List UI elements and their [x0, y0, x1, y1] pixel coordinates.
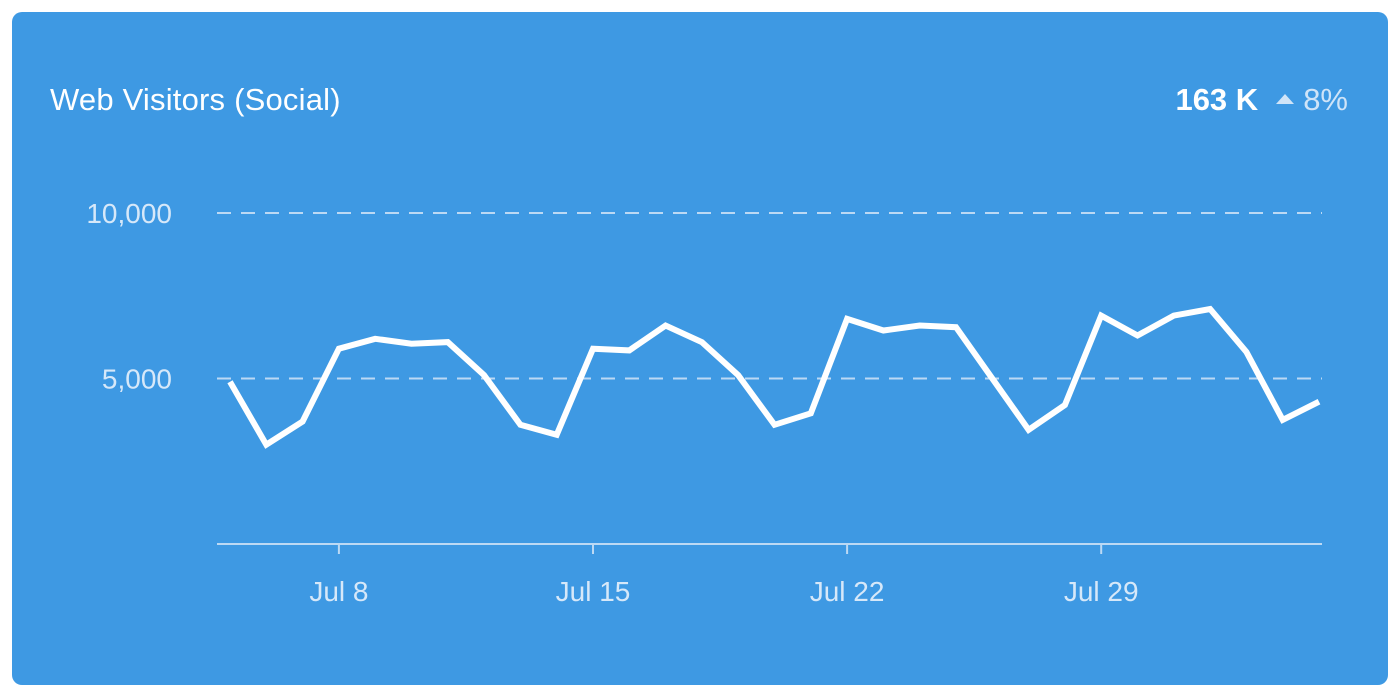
chart-card: Web Visitors (Social) 163 K 8% 5,000 10,0… — [12, 12, 1388, 685]
data-point — [517, 422, 523, 428]
x-tick-label: Jul 29 — [1064, 576, 1139, 607]
x-tick-label: Jul 15 — [556, 576, 631, 607]
series-layer — [227, 305, 1322, 449]
data-point — [699, 339, 705, 345]
y-tick-label: 10,000 — [86, 198, 172, 229]
data-point — [772, 422, 778, 428]
y-axis-labels: 5,000 10,000 — [86, 198, 172, 395]
data-point — [1026, 427, 1032, 433]
data-point — [844, 316, 850, 322]
kpi-value: 163 K — [1175, 82, 1259, 117]
data-point — [1207, 306, 1213, 312]
data-point — [336, 346, 342, 352]
data-point — [409, 341, 415, 347]
data-point — [590, 346, 596, 352]
data-point — [953, 324, 959, 330]
data-point — [481, 372, 487, 378]
data-point — [554, 432, 560, 438]
data-point — [372, 336, 378, 342]
data-point — [1316, 399, 1322, 405]
data-point — [1135, 332, 1141, 338]
data-point — [663, 323, 669, 329]
trend-up-icon — [1276, 94, 1295, 104]
x-tick-label: Jul 22 — [810, 576, 885, 607]
data-point — [1098, 313, 1104, 319]
series-line — [227, 305, 1321, 449]
data-point — [1280, 417, 1286, 423]
data-point — [626, 347, 632, 353]
line-chart: 5,000 10,000 Jul 8 Jul 15 Jul 22 Jul 29 — [86, 198, 1322, 607]
data-point — [263, 442, 269, 448]
data-point — [1243, 349, 1249, 355]
y-tick-label: 5,000 — [102, 364, 172, 395]
grid-lines — [217, 212, 1322, 380]
kpi-summary: 163 K 8% — [1175, 82, 1348, 118]
data-point — [880, 328, 886, 334]
kpi-change: 8% — [1303, 82, 1348, 117]
data-point — [735, 372, 741, 378]
data-point — [1062, 402, 1068, 408]
x-tick-label: Jul 8 — [309, 576, 368, 607]
card-title: Web Visitors (Social) — [50, 82, 341, 117]
data-point — [1171, 313, 1177, 319]
x-axis: Jul 8 Jul 15 Jul 22 Jul 29 — [217, 543, 1322, 607]
data-point — [300, 419, 306, 425]
data-point — [445, 339, 451, 345]
data-point — [917, 323, 923, 329]
data-point — [227, 379, 233, 385]
data-point — [808, 410, 814, 416]
data-point — [989, 376, 995, 382]
